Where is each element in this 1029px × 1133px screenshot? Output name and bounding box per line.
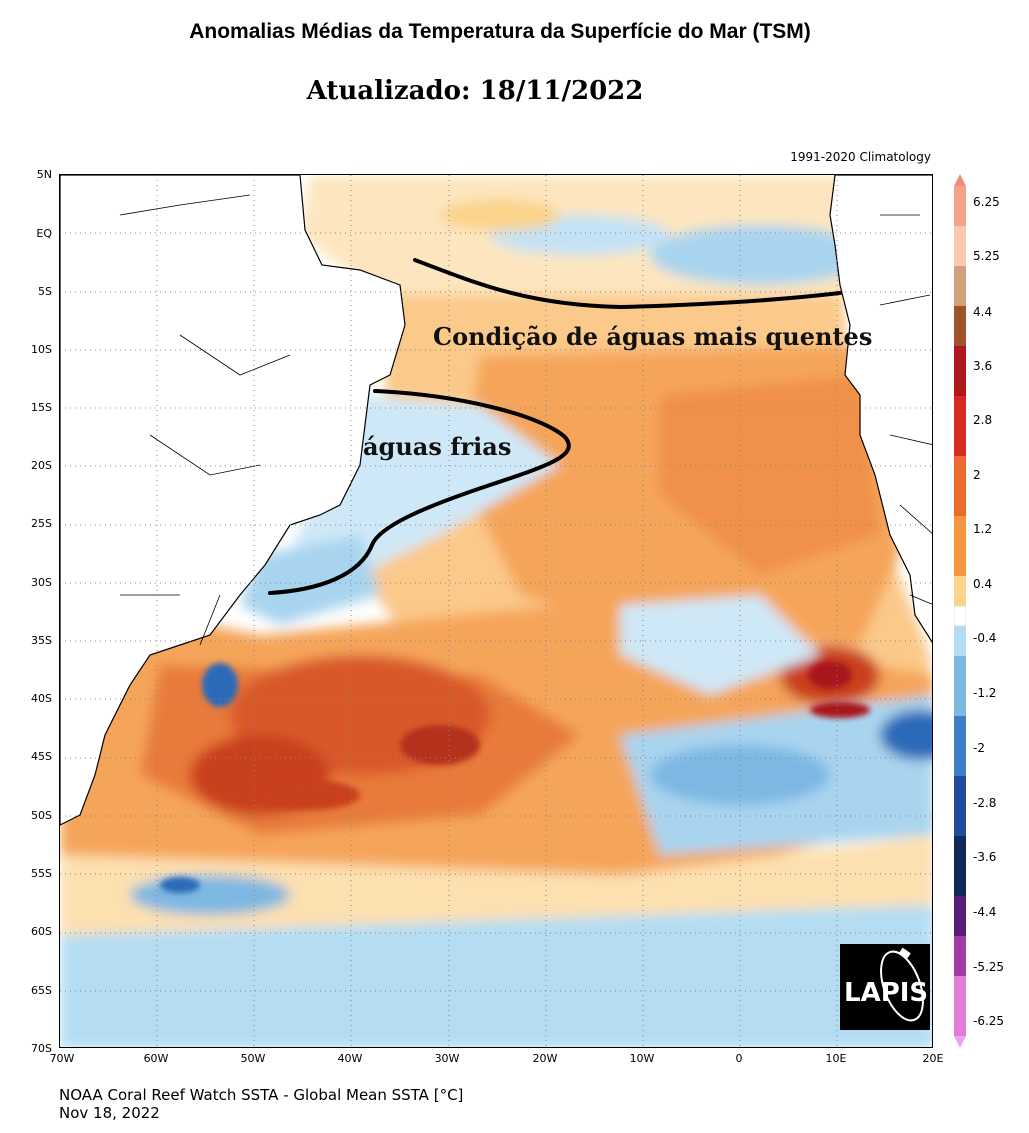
lat-label: 40S bbox=[31, 692, 52, 705]
colorbar-label: -2 bbox=[973, 741, 985, 755]
warm-boundary-line bbox=[413, 258, 842, 310]
lon-label: 30W bbox=[434, 1052, 460, 1065]
lon-label: 60W bbox=[143, 1052, 169, 1065]
lon-label: 20W bbox=[532, 1052, 558, 1065]
graticule bbox=[60, 175, 932, 1047]
colorbar-label: -2.8 bbox=[973, 796, 997, 810]
lat-label: 20S bbox=[31, 459, 52, 472]
sst-anomaly-map bbox=[59, 174, 933, 1048]
lon-label: 20E bbox=[922, 1052, 944, 1065]
lat-label: 15S bbox=[31, 401, 52, 414]
lat-label: 60S bbox=[31, 925, 52, 938]
map-canvas bbox=[60, 175, 932, 1047]
lon-label: 70W bbox=[49, 1052, 75, 1065]
color-scale-bar bbox=[954, 174, 966, 1048]
lapis-logo: LAPIS bbox=[840, 944, 930, 1030]
lat-label: 70S bbox=[31, 1042, 52, 1055]
colorbar-label: 3.6 bbox=[973, 359, 993, 373]
colorbar-label: -4.4 bbox=[973, 905, 997, 919]
lon-label: 10W bbox=[629, 1052, 655, 1065]
lat-label: EQ bbox=[36, 227, 52, 240]
lat-label: 5N bbox=[36, 168, 52, 181]
warm-water-annotation: Condição de águas mais quentes bbox=[433, 322, 873, 351]
lon-label: 40W bbox=[337, 1052, 363, 1065]
lat-label: 35S bbox=[31, 634, 52, 647]
colorbar-label: -0.4 bbox=[973, 631, 997, 645]
colorbar-label: -1.2 bbox=[973, 686, 997, 700]
colorbar-label: -6.25 bbox=[973, 1014, 1005, 1028]
cold-water-annotation: águas frias bbox=[363, 432, 512, 461]
colorbar-label: 2.8 bbox=[973, 413, 993, 427]
footer: NOAA Coral Reef Watch SSTA - Global Mean… bbox=[59, 1086, 463, 1122]
lat-label: 45S bbox=[31, 750, 52, 763]
cold-boundary-line bbox=[268, 389, 571, 595]
colorbar-label: 0.4 bbox=[973, 577, 993, 591]
data-source: NOAA Coral Reef Watch SSTA - Global Mean… bbox=[59, 1086, 464, 1104]
lat-label: 50S bbox=[31, 809, 52, 822]
data-date: Nov 18, 2022 bbox=[59, 1104, 160, 1122]
colorbar-label: 4.4 bbox=[973, 305, 993, 319]
lat-label: 25S bbox=[31, 517, 52, 530]
colorbar-label: 1.2 bbox=[973, 522, 993, 536]
page-title: Anomalias Médias da Temperatura da Super… bbox=[189, 20, 811, 43]
lat-label: 65S bbox=[31, 984, 52, 997]
climatology-label: 1991-2020 Climatology bbox=[790, 150, 931, 164]
updated-date: Atualizado: 18/11/2022 bbox=[306, 76, 644, 106]
lat-label: 10S bbox=[31, 343, 52, 356]
lat-label: 30S bbox=[31, 576, 52, 589]
lat-label: 55S bbox=[31, 867, 52, 880]
lat-label: 5S bbox=[38, 285, 52, 298]
lon-label: 50W bbox=[240, 1052, 266, 1065]
logo-text: LAPIS bbox=[844, 978, 929, 1008]
colorbar-label: 2 bbox=[973, 468, 981, 482]
lon-label: 10E bbox=[825, 1052, 847, 1065]
colorbar-label: 6.25 bbox=[973, 195, 1000, 209]
satellite-icon bbox=[880, 947, 924, 1022]
colorbar-label: 5.25 bbox=[973, 249, 1000, 263]
colorbar-label: -5.25 bbox=[973, 960, 1005, 974]
colorbar-label: -3.6 bbox=[973, 850, 997, 864]
lon-label: 0 bbox=[735, 1052, 743, 1065]
